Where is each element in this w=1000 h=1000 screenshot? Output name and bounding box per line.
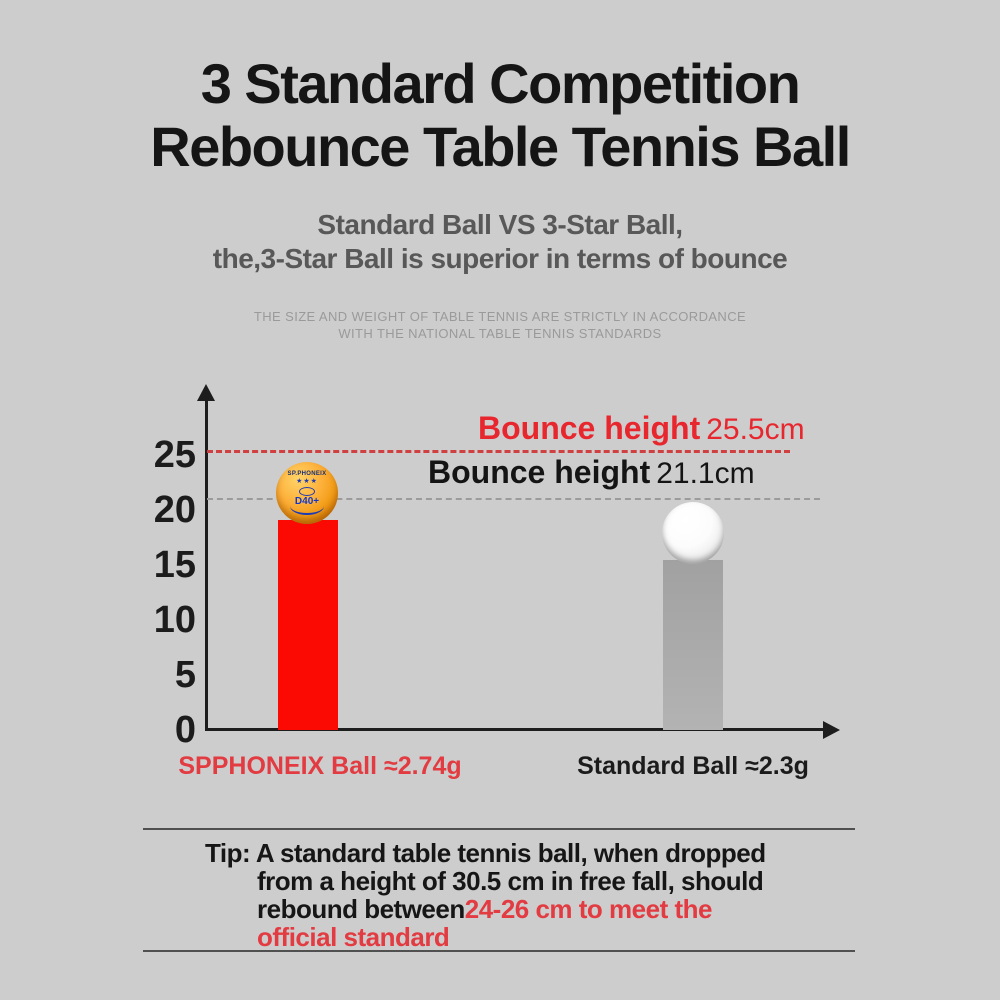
bar-spphoneix-ball (278, 519, 338, 730)
y-axis-tick-label: 20 (153, 489, 196, 531)
ball-logo-icon (299, 486, 315, 496)
annotation-standard-value: 21.1cm (656, 457, 755, 490)
page-title: 3 Standard Competition Rebounce Table Te… (0, 52, 1000, 178)
page-title-line2: Rebounce Table Tennis Ball (150, 115, 851, 178)
bounce-reference-line-spphoneix (207, 449, 790, 453)
tip-line3: rebound between24-26 cm to meet the (257, 895, 865, 923)
category-label-standard: Standard Ball ≈2.3g (577, 752, 809, 780)
page-subtitle: Standard Ball VS 3-Star Ball, the,3-Star… (0, 208, 1000, 276)
y-axis-arrow-icon (197, 384, 215, 401)
ball-brand-text: SP.PHONEIX (287, 470, 327, 477)
page-subtitle-line1: Standard Ball VS 3-Star Ball, (317, 209, 683, 240)
standards-disclaimer-line1: THE SIZE AND WEIGHT OF TABLE TENNIS ARE … (253, 309, 747, 324)
x-axis-arrow-icon (823, 721, 840, 739)
orange-three-star-ball: SP.PHONEIX ★★★ D40+ (276, 461, 338, 524)
annotation-standard-label: Bounce height (428, 454, 651, 490)
y-axis-tick-label: 0 (174, 709, 196, 751)
tip-text: Tip: A standard table tennis ball, when … (205, 839, 865, 951)
tip-divider-top (143, 828, 855, 830)
white-standard-ball (662, 501, 724, 564)
y-axis-tick-label: 10 (153, 599, 196, 641)
ball-swoosh-icon (290, 506, 324, 515)
page-title-line1: 3 Standard Competition (200, 52, 801, 115)
standards-disclaimer: THE SIZE AND WEIGHT OF TABLE TENNIS ARE … (0, 308, 1000, 342)
standards-disclaimer-line2: WITH THE NATIONAL TABLE TENNIS STANDARDS (338, 326, 662, 341)
tip-line1: Tip: A standard table tennis ball, when … (205, 838, 766, 868)
tip-divider-bottom (143, 950, 855, 952)
bounce-reference-line-standard (207, 497, 820, 500)
y-axis-tick-label: 15 (153, 544, 196, 586)
page-subtitle-line2: the,3-Star Ball is superior in terms of … (212, 243, 788, 274)
bar-standard-ball (663, 559, 723, 730)
y-axis-tick-label: 5 (174, 654, 196, 696)
annotation-spphoneix-label: Bounce height (478, 410, 701, 446)
tip-line3-red: 24-26 cm to meet the (464, 894, 713, 924)
y-axis-tick-label: 25 (153, 434, 196, 476)
tip-line3-black: rebound between (257, 894, 465, 924)
category-label-spphoneix: SPPHONEIX Ball ≈2.74g (178, 752, 462, 780)
ball-model-text: D40+ (294, 495, 320, 507)
tip-line2: from a height of 30.5 cm in free fall, s… (257, 866, 764, 896)
annotation-spphoneix-value: 25.5cm (706, 413, 805, 446)
annotation-spphoneix-bounce: Bounce height 25.5cm (478, 410, 805, 447)
annotation-standard-bounce: Bounce height 21.1cm (428, 454, 755, 491)
x-axis (205, 728, 825, 731)
ball-stars-text: ★★★ (296, 477, 318, 485)
y-axis (205, 398, 208, 731)
tip-line4: official standard (257, 922, 450, 952)
